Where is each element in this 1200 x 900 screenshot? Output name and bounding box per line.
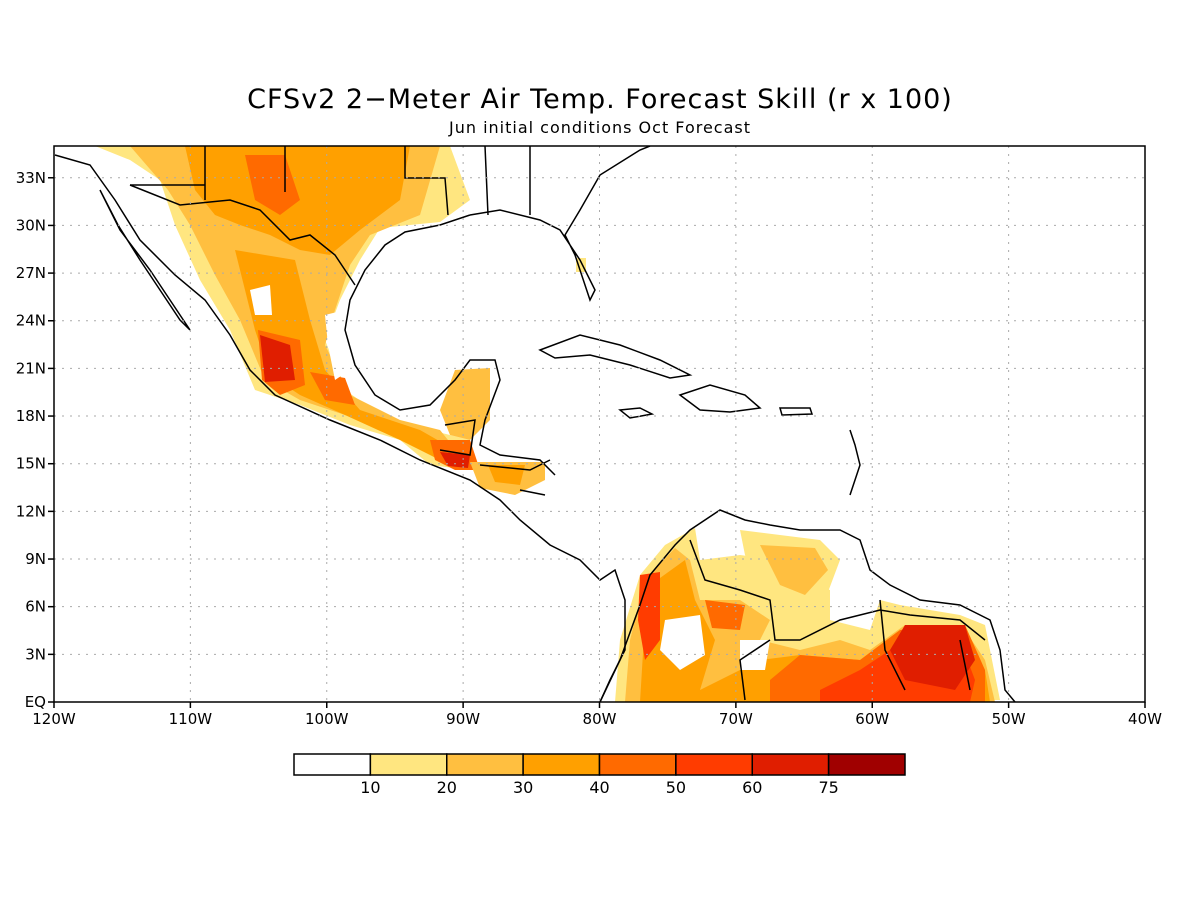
coast-puerto-rico <box>779 407 814 416</box>
tick-label-lon-6: 60W <box>855 710 889 728</box>
tick-label-lat-7: 21N <box>16 359 46 377</box>
tick-label-lat-4: 12N <box>16 502 46 520</box>
tick-label-lat-8: 24N <box>16 312 46 330</box>
coast-baja <box>99 189 191 331</box>
chart-subtitle: Jun initial conditions Oct Forecast <box>448 118 752 137</box>
colorbar-label-4: 50 <box>666 778 686 797</box>
colorbar-swatch-6 <box>751 753 830 776</box>
colorbar-swatch-0 <box>293 753 372 776</box>
coast-gulf <box>344 214 556 476</box>
skill-region-mexico-40b <box>235 250 455 460</box>
skill-region-sa-white2 <box>740 640 770 670</box>
coast-cuba <box>538 334 693 379</box>
tick-label-lat-3: 9N <box>25 550 46 568</box>
tick-label-lat-9: 27N <box>16 264 46 282</box>
coast-jamaica <box>618 407 655 419</box>
skill-region-guianas-75 <box>890 625 975 690</box>
colorbar-label-3: 40 <box>589 778 609 797</box>
coast-hispaniola <box>678 384 762 413</box>
axis-ticks: 120W 110W 100W 90W 80W 70W 60W 50W 40W EQ 3N 6N 9N 12… <box>16 169 1162 728</box>
tick-label-lon-5: 70W <box>719 710 753 728</box>
coastlines <box>54 146 1016 702</box>
colorbar-swatch-4 <box>598 753 677 776</box>
skill-region-mexico-white2 <box>325 310 350 380</box>
skill-region-venezuela-30 <box>760 545 828 595</box>
tick-label-lat-5: 15N <box>16 455 46 473</box>
coast-mexico-pacific <box>54 154 626 702</box>
colorbar-swatch-2 <box>446 753 524 776</box>
tick-label-lon-0: 120W <box>32 710 76 728</box>
colorbar-swatch-5 <box>675 753 753 776</box>
skill-region-mexico-60 <box>260 335 295 382</box>
colorbar-label-6: 75 <box>818 778 838 797</box>
tick-label-lon-2: 100W <box>305 710 349 728</box>
tick-label-lat-1: 3N <box>25 645 46 663</box>
map-grid <box>54 146 1145 702</box>
tick-label-lat-11: 33N <box>16 169 46 187</box>
colorbar-swatch-7 <box>827 753 906 776</box>
colorbar-swatch-1 <box>369 753 448 776</box>
skill-shading <box>95 146 1000 702</box>
coast-south-america-north <box>599 509 1016 702</box>
political-borders <box>129 146 986 701</box>
tick-label-lon-8: 40W <box>1128 710 1162 728</box>
border-us-mexico <box>129 184 356 286</box>
coast-islands-lesser <box>849 429 861 496</box>
skill-region-honduras-40 <box>488 465 525 485</box>
skill-region-mexico-50 <box>245 155 300 215</box>
tick-label-lat-10: 30N <box>16 216 46 234</box>
skill-region-mexico-50c <box>310 372 355 405</box>
skill-region-yucatan <box>440 368 490 440</box>
colorbar: 10 20 30 40 50 60 75 <box>293 753 906 797</box>
chart-title: CFSv2 2−Meter Air Temp. Forecast Skill (… <box>247 84 953 115</box>
tick-label-lon-3: 90W <box>446 710 480 728</box>
colorbar-label-2: 30 <box>513 778 533 797</box>
border-us-states <box>130 146 531 216</box>
colorbar-label-5: 60 <box>742 778 762 797</box>
tick-label-lon-7: 50W <box>992 710 1026 728</box>
skill-region-sa-white1 <box>660 615 705 670</box>
skill-region-mexico-white <box>250 285 272 315</box>
colorbar-swatch-3 <box>522 753 601 776</box>
tick-label-lon-4: 80W <box>583 710 617 728</box>
border-south-america <box>689 539 986 701</box>
skill-region-sa-50 <box>705 600 745 630</box>
tick-label-lat-6: 18N <box>16 407 46 425</box>
coast-us-gulf <box>469 146 651 302</box>
colorbar-label-0: 10 <box>360 778 380 797</box>
colorbar-label-1: 20 <box>437 778 457 797</box>
tick-label-lon-1: 110W <box>169 710 213 728</box>
tick-label-lat-2: 6N <box>25 598 46 616</box>
tick-label-lat-0: EQ <box>25 693 46 711</box>
